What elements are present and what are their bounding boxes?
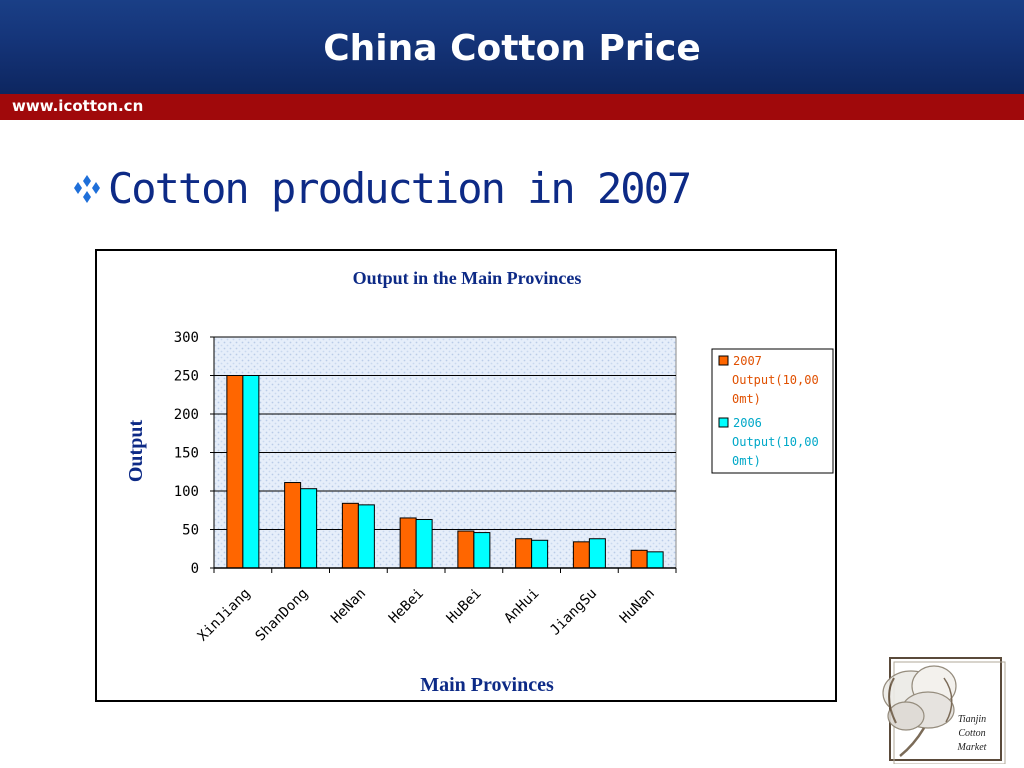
y-axis-title: Output <box>125 420 147 483</box>
x-tick-label: ShanDong <box>252 586 311 645</box>
bar-2007-hubei <box>457 530 475 569</box>
legend-label: Output(10,00 <box>732 435 819 449</box>
bars <box>226 375 664 569</box>
x-tick-label: HeBei <box>386 586 427 627</box>
x-tick-label: AnHui <box>501 586 542 627</box>
legend-swatch <box>718 417 729 428</box>
bar-2006-jiangsu <box>588 538 606 569</box>
y-tick-label: 250 <box>174 369 199 385</box>
heading-text: Cotton production in 2007 <box>108 164 692 213</box>
four-diamond-bullet-icon <box>74 174 100 203</box>
bar-2006-henan <box>357 504 375 569</box>
bar-2006-shandong <box>300 488 318 569</box>
cotton-boll-icon: Tianjin Cotton Market <box>882 657 1006 764</box>
legend-box <box>711 348 834 474</box>
x-tick-label: HuNan <box>617 586 658 627</box>
x-tick-label: XinJiang <box>195 586 254 645</box>
logo-line-1: Tianjin <box>958 714 986 725</box>
y-tick-label: 100 <box>174 484 199 500</box>
bar-2007-hunan <box>630 549 648 569</box>
y-tick-label: 150 <box>174 446 199 462</box>
bar-2006-hunan <box>646 551 664 569</box>
logo-line-2: Cotton <box>958 728 985 739</box>
y-tick-label: 50 <box>182 523 199 539</box>
legend-label: 2007 <box>733 354 762 368</box>
site-url-link[interactable]: www.icotton.cn <box>12 97 144 115</box>
y-axis: 0 50 100 150 200 250 300 <box>174 330 215 577</box>
bar-chart: Output in the Main Provinces 0 50 100 150 20… <box>125 268 834 696</box>
legend: 2007 Output(10,00 0mt) 2006 Output(10,00 0mt) <box>711 348 834 474</box>
y-tick-label: 200 <box>174 407 199 423</box>
chart-title: Output in the Main Provinces <box>353 268 582 288</box>
bar-2007-anhui <box>515 538 533 569</box>
legend-swatch <box>718 355 729 366</box>
bar-2006-xinjiang <box>242 375 260 569</box>
y-tick-label: 300 <box>174 330 199 346</box>
x-axis-title: Main Provinces <box>420 674 554 696</box>
bar-2007-jiangsu <box>572 541 590 569</box>
bar-2007-shandong <box>284 482 302 569</box>
legend-label: Output(10,00 <box>732 373 819 387</box>
bar-2007-hebei <box>399 517 417 569</box>
slide-title: China Cotton Price <box>323 28 701 69</box>
legend-label: 0mt) <box>732 454 761 468</box>
bar-2006-hebei <box>415 518 433 569</box>
legend-label: 2006 <box>733 416 762 430</box>
bar-2007-xinjiang <box>226 375 244 569</box>
url-bar: www.icotton.cn <box>0 94 1024 120</box>
x-tick-label: HeNan <box>328 586 369 627</box>
slide-header: China Cotton Price <box>0 0 1024 94</box>
slide-heading: Cotton production in 2007 <box>68 164 692 213</box>
x-tick-label: JiangSu <box>547 586 600 639</box>
bar-2007-henan <box>341 502 359 569</box>
logo-line-3: Market <box>957 742 987 753</box>
y-tick-label: 0 <box>191 561 199 577</box>
chart-frame: Output in the Main Provinces 0 50 100 150 20… <box>95 249 837 702</box>
bar-2006-hubei <box>473 532 491 569</box>
x-tick-label: HuBei <box>444 586 485 627</box>
legend-label: 0mt) <box>732 392 761 406</box>
bar-2006-anhui <box>531 539 549 569</box>
